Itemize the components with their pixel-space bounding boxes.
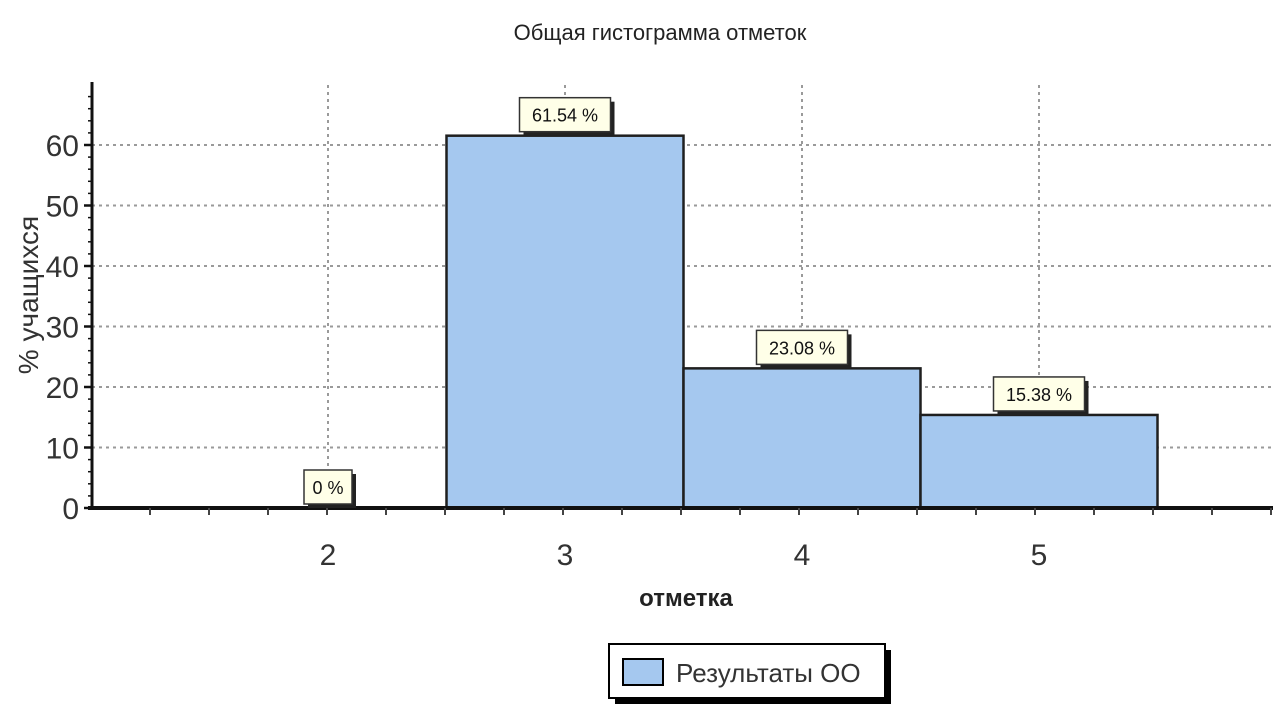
axes: 0 10 20 30 40 50 60 2 3 4 5 (46, 82, 1273, 572)
y-tick-label: 60 (46, 130, 79, 163)
data-label: 15.38 % (1006, 385, 1072, 405)
x-tick-label: 4 (794, 539, 811, 572)
y-tick-label: 20 (46, 372, 79, 405)
y-tick-label: 30 (46, 312, 79, 345)
legend-series-label: Результаты ОО (676, 658, 861, 688)
data-label-box (518, 96, 612, 133)
y-tick-label: 0 (62, 493, 79, 526)
y-tick-label: 10 (46, 433, 79, 466)
data-label-box (755, 329, 849, 366)
x-tick-label: 2 (320, 539, 337, 572)
x-axis-label: отметка (639, 585, 733, 612)
data-label-box (303, 469, 353, 505)
legend-swatch (622, 658, 664, 686)
chart-title: Общая гистограмма отметок (514, 20, 807, 45)
x-tick-label: 5 (1031, 539, 1048, 572)
y-axis-label: % учащихся (13, 216, 44, 374)
y-tick-label: 50 (46, 191, 79, 224)
data-label: 61.54 % (532, 106, 598, 126)
data-label: 0 % (312, 478, 343, 498)
legend: Результаты ОО (608, 643, 891, 704)
x-tick-label: 3 (557, 539, 574, 572)
data-label: 23.08 % (769, 338, 835, 358)
data-labels: 0 % 61.54 % 23.08 % 15.38 % (303, 96, 1089, 508)
bar-5 (919, 413, 1159, 510)
bars (445, 134, 1159, 510)
bar-4 (682, 367, 922, 510)
data-label-box (992, 376, 1086, 412)
y-tick-label: 40 (46, 251, 79, 284)
bar-3 (445, 134, 685, 510)
